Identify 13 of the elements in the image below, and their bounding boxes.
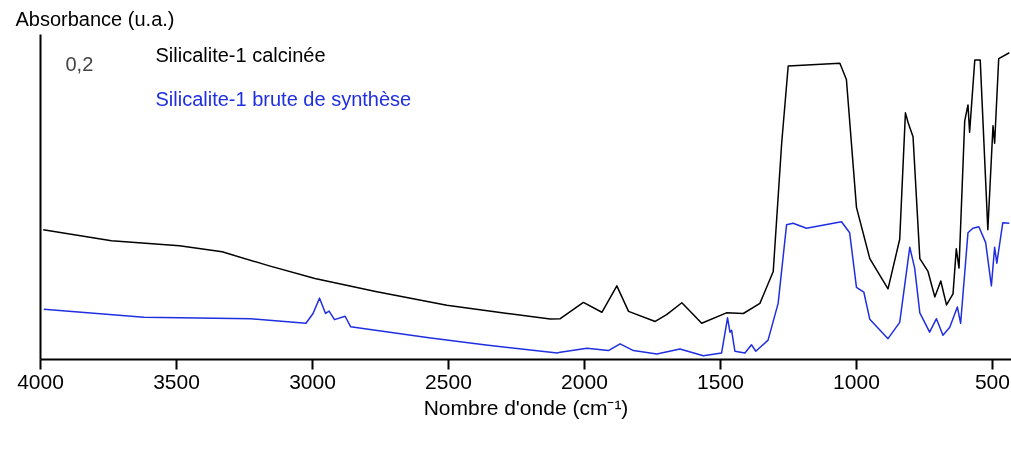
x-tick-label: 1000: [833, 369, 880, 393]
annotation: 0,2: [65, 53, 94, 75]
x-tick-label: 2500: [425, 369, 472, 393]
x-tick-label: 3500: [153, 369, 200, 393]
text: Silicalite-1 brute de synthèse: [155, 88, 412, 110]
x-tick-label: 500: [974, 369, 1010, 393]
x-axis-title: Nombre d'onde (cm⁻¹): [423, 395, 629, 419]
x-tick-label: 1500: [697, 369, 744, 393]
x-tick-label: 4000: [17, 369, 64, 393]
text: Silicalite-1 calcinée: [155, 44, 326, 66]
y-axis-title: Absorbance (u.a.): [15, 7, 175, 30]
x-tick-label: 3000: [289, 369, 336, 393]
x-tick-label: 2000: [561, 369, 608, 393]
